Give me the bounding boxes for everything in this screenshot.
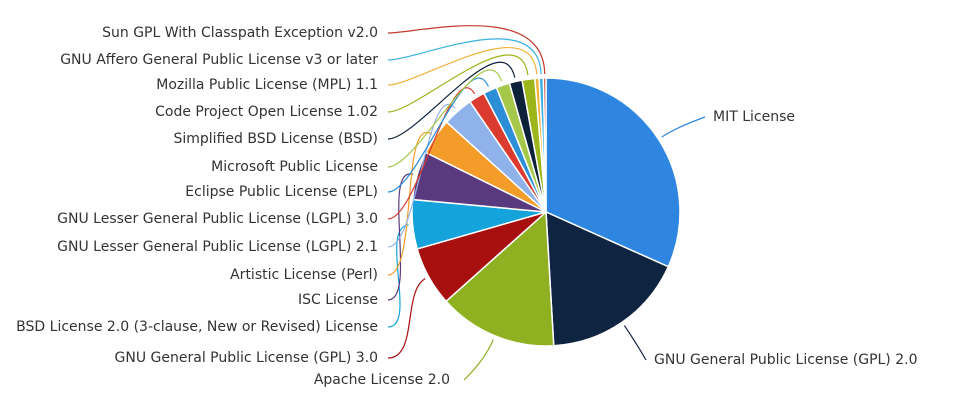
leader-line [387,54,529,113]
leader-lines [387,25,706,381]
leader-line [387,87,476,220]
leader-line [387,38,542,75]
slice-label: GNU Lesser General Public License (LGPL)… [57,211,378,227]
slice-label: Simplified BSD License (BSD) [173,131,378,147]
slice-label: GNU General Public License (GPL) 3.0 [115,350,378,366]
leader-line [387,77,489,193]
pie-slice[interactable] [445,210,555,347]
leader-line [387,224,409,328]
slice-label: GNU Affero General Public License v3 or … [60,52,378,68]
slice-label: Microsoft Public License [211,159,378,175]
slice-label: Code Project Open License 1.02 [155,104,378,120]
pie-slice[interactable] [545,210,670,347]
slice-label: Mozilla Public License (MPL) 1.1 [156,77,378,93]
leader-line [387,25,546,75]
slice-label: Sun GPL With Classpath Exception v2.0 [102,25,378,41]
slice-label: Eclipse Public License (EPL) [185,184,378,200]
pie-slice[interactable] [542,77,547,213]
slice-labels: MIT License GNU General Public License (G… [16,25,917,388]
slice-label: GNU General Public License (GPL) 2.0 [654,352,917,368]
slice-label: MIT License [713,109,795,125]
leader-line [387,47,538,86]
leader-line [387,278,426,359]
leader-line [387,69,503,168]
slice-label: BSD License 2.0 (3-clause, New or Revise… [16,319,378,335]
leader-line [387,103,456,248]
slice-label: ISC License [298,292,378,308]
slice-label: Apache License 2.0 [314,372,450,388]
slice-label: Artistic License (Perl) [230,267,378,283]
leader-line [387,61,516,140]
leader-line [387,173,414,301]
leader-line [661,116,706,138]
leader-line [623,325,647,361]
pie-slices [411,77,681,347]
leader-line [463,339,494,381]
pie-slice[interactable] [545,77,681,268]
slice-label: GNU Lesser General Public License (LGPL)… [57,239,378,255]
